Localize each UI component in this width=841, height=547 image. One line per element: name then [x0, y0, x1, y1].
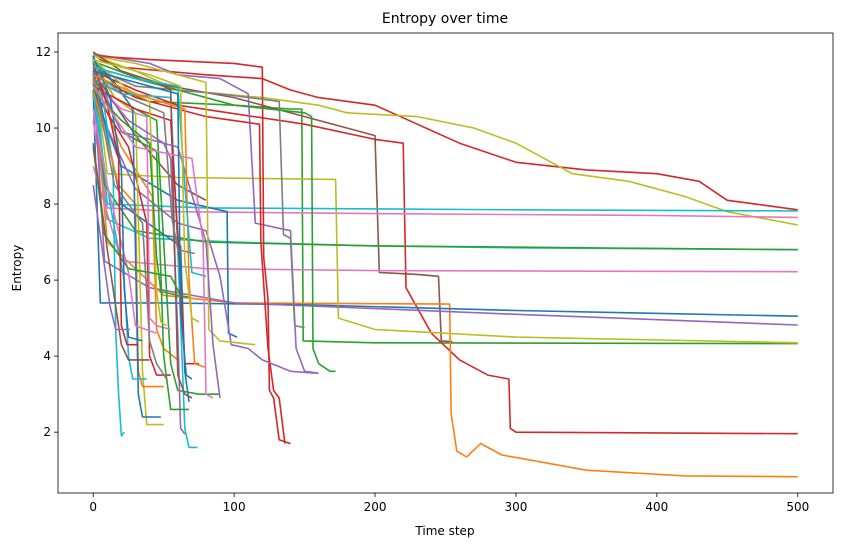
- series-line-17: [92, 66, 305, 329]
- series-line-8: [92, 89, 798, 317]
- series-line-27: [92, 89, 171, 376]
- series-line-10: [92, 165, 798, 273]
- series-line-48: [92, 74, 207, 369]
- series-line-14: [92, 82, 798, 251]
- series-line-53: [92, 58, 200, 323]
- y-tick-label: 4: [43, 349, 51, 363]
- chart-title: Entropy over time: [382, 11, 508, 27]
- series-line-24: [92, 70, 207, 202]
- series-line-21: [92, 97, 316, 374]
- y-tick-label: 8: [43, 197, 51, 211]
- series-line-29: [92, 81, 171, 331]
- series-line-36: [92, 59, 161, 418]
- series-line-1: [92, 51, 798, 211]
- x-tick-label: 300: [505, 500, 528, 514]
- series-line-37: [92, 85, 199, 365]
- series-line-52: [92, 85, 214, 399]
- series-line-31: [92, 62, 164, 426]
- series-line-22: [93, 55, 256, 346]
- y-tick-label: 6: [43, 273, 51, 287]
- series-line-32: [92, 78, 186, 435]
- x-tick-label: 0: [89, 500, 97, 514]
- series-lines: [92, 51, 798, 478]
- series-line-12: [92, 70, 798, 326]
- series-line-47: [92, 184, 130, 331]
- series-line-30: [92, 55, 125, 437]
- x-tick-label: 200: [364, 500, 387, 514]
- series-line-19: [92, 74, 286, 444]
- series-line-54: [92, 70, 193, 380]
- series-line-41: [92, 108, 157, 335]
- y-tick-label: 10: [36, 121, 51, 135]
- series-line-38: [92, 70, 168, 380]
- x-axis: 0 100 200 300 400 500: [89, 493, 809, 514]
- x-axis-label: Time step: [414, 524, 474, 538]
- series-line-45: [92, 55, 143, 342]
- y-tick-label: 12: [36, 45, 51, 59]
- series-line-44: [92, 143, 150, 361]
- x-tick-label: 400: [645, 500, 668, 514]
- series-line-9: [92, 120, 798, 219]
- y-tick-label: 2: [43, 425, 51, 439]
- series-line-50: [92, 89, 190, 298]
- x-tick-label: 500: [786, 500, 809, 514]
- y-axis-label: Entropy: [10, 245, 24, 292]
- plot-frame: [57, 32, 834, 494]
- y-axis: 2 4 6 8 10 12: [36, 45, 58, 439]
- series-line-33: [92, 51, 193, 399]
- series-line-28: [92, 67, 190, 402]
- series-line-16: [93, 55, 291, 445]
- series-line-15: [93, 53, 319, 374]
- x-tick-label: 100: [223, 500, 246, 514]
- series-line-46: [92, 63, 139, 346]
